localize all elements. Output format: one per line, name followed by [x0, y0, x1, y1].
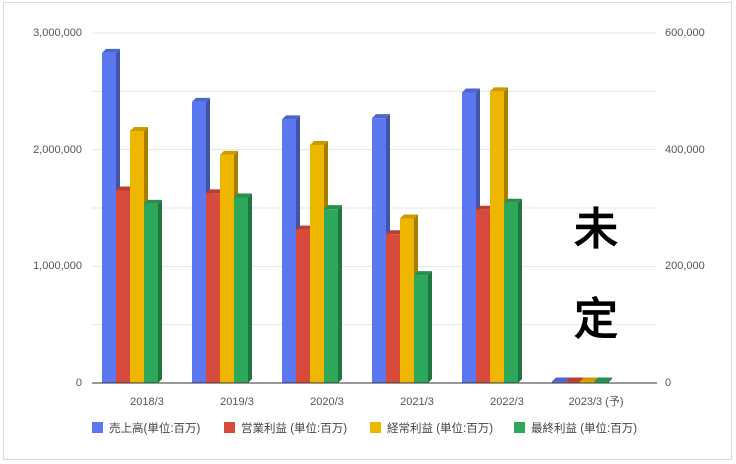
- bar-2020/3-4: [324, 205, 342, 383]
- x-tick-2019: 2019/3: [220, 396, 254, 408]
- bar-2023/3 (予)-4: [594, 377, 612, 383]
- legend-swatch-operating: [224, 422, 235, 433]
- legend-label-net: 最終利益 (単位:百万): [531, 421, 637, 435]
- x-axis-labels: 2018/3 2019/3 2020/3 2021/3 2022/3 2023/…: [130, 395, 623, 408]
- x-tick-2022: 2022/3: [490, 396, 524, 408]
- x-tick-2021: 2021/3: [400, 396, 434, 408]
- y-left-tick-0: 0: [76, 377, 82, 389]
- y-left-tick-1: 1,000,000: [33, 260, 82, 272]
- bar-2021/3-4: [414, 271, 432, 383]
- legend-swatch-net: [514, 422, 525, 433]
- x-tick-2018: 2018/3: [130, 396, 164, 408]
- y-axis-right: 0 200,000 400,000 600,000: [665, 27, 705, 389]
- legend-label-operating: 営業利益 (単位:百万): [241, 421, 347, 435]
- legend: 売上高(単位:百万) 営業利益 (単位:百万) 経常利益 (単位:百万) 最終利…: [92, 421, 637, 435]
- bar-2022/3-4: [504, 198, 522, 383]
- y-right-tick-2: 400,000: [665, 144, 705, 156]
- annotation-char-2: 定: [574, 294, 618, 345]
- bars: [102, 48, 612, 384]
- x-tick-2023-forecast: 2023/3 (予): [568, 395, 623, 408]
- legend-swatch-sales: [92, 422, 103, 433]
- x-tick-2020: 2020/3: [310, 396, 344, 408]
- y-right-tick-3: 600,000: [665, 27, 705, 39]
- bar-2019/3-4: [234, 193, 252, 383]
- y-right-tick-0: 0: [665, 377, 671, 389]
- y-left-tick-3: 3,000,000: [33, 27, 82, 39]
- annotation-char-1: 未: [574, 204, 618, 255]
- undetermined-annotation: 未 定: [574, 204, 618, 345]
- y-axis-left: 0 1,000,000 2,000,000 3,000,000: [33, 27, 82, 389]
- y-right-tick-1: 200,000: [665, 260, 705, 272]
- y-left-tick-2: 2,000,000: [33, 144, 82, 156]
- legend-swatch-ordinary: [370, 422, 381, 433]
- legend-label-sales: 売上高(単位:百万): [109, 421, 201, 435]
- bar-2018/3-4: [144, 199, 162, 383]
- legend-label-ordinary: 経常利益 (単位:百万): [387, 421, 493, 435]
